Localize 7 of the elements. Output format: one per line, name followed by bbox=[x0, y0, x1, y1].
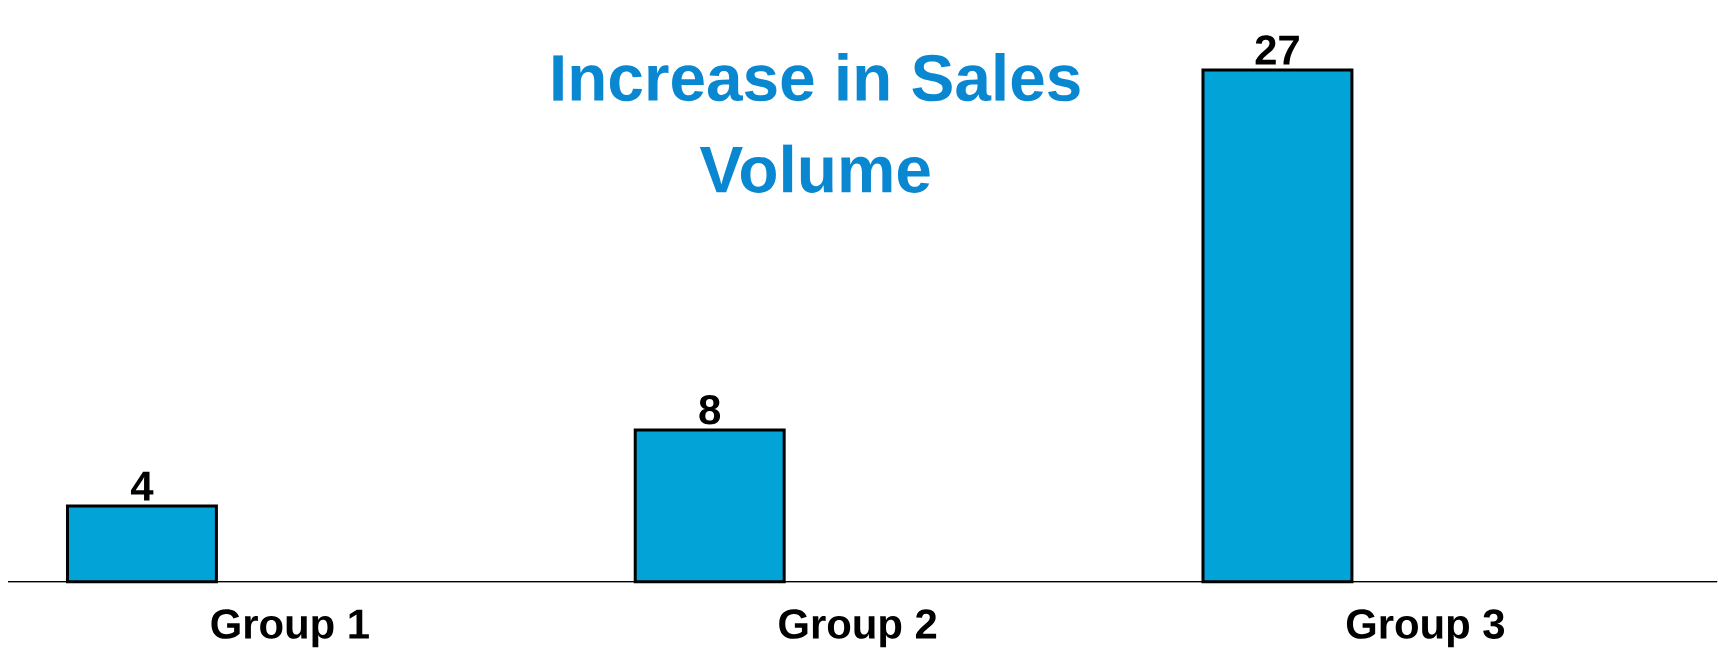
x-tick-label: Group 1 bbox=[211, 609, 369, 648]
x-tick-label: Group 3 bbox=[1346, 609, 1505, 648]
data-label: 8 bbox=[699, 395, 721, 425]
data-label: 4 bbox=[130, 471, 154, 501]
data-label: 27 bbox=[1255, 35, 1299, 65]
chart-title: Increase in Sales Volume bbox=[553, 53, 1080, 194]
x-tick-label: Group 2 bbox=[779, 609, 937, 648]
